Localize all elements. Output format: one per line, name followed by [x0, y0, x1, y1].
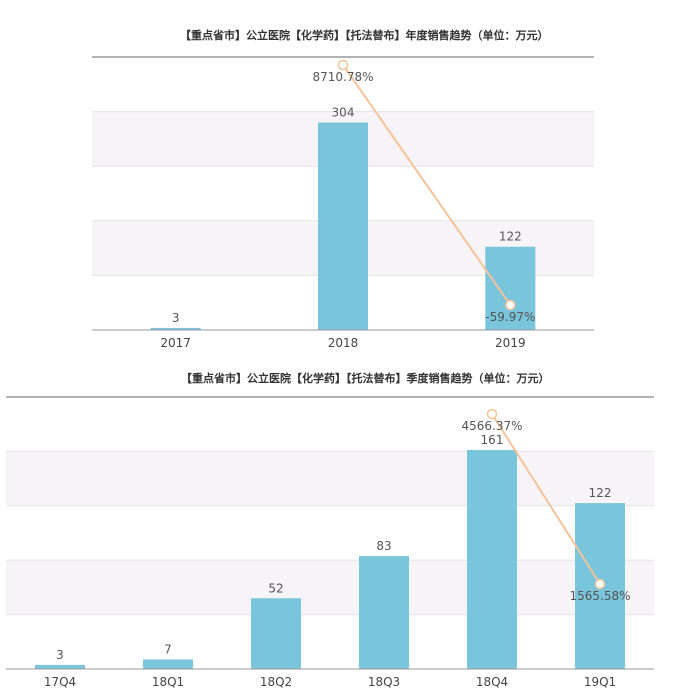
chart2-value-label-18Q2: 52 [268, 581, 283, 595]
chart1-growth-label-2019: -59.97% [485, 310, 535, 324]
chart2-bar-18Q4 [467, 450, 517, 669]
chart2-category-label-18Q2: 18Q2 [260, 675, 292, 689]
chart2-bar-18Q1 [143, 659, 193, 669]
chart2-growth-label-19Q1: 1565.58% [569, 589, 630, 603]
chart2-category-label-18Q4: 18Q4 [476, 675, 508, 689]
chart2-bar-18Q3 [359, 556, 409, 669]
chart2-growth-point-18Q4 [486, 408, 498, 420]
chart2-bar-18Q2 [251, 598, 301, 669]
chart2-category-label-18Q3: 18Q3 [368, 675, 400, 689]
chart2-value-label-18Q1: 7 [164, 642, 172, 656]
chart2-growth-point-19Q1 [594, 578, 606, 590]
chart1-bar-2018 [318, 122, 368, 331]
chart2-value-label-18Q3: 83 [376, 539, 391, 553]
chart1-bar-2019 [485, 246, 536, 330]
chart2-grid-band [6, 560, 654, 615]
chart1-growth-label-2018: 8710.78% [312, 70, 373, 84]
chart1-value-label-2018: 304 [332, 106, 355, 120]
chart1-category-label-2019: 2019 [495, 336, 526, 350]
chart1-growth-point-2019 [505, 299, 516, 311]
chart2-value-label-17Q4: 3 [56, 648, 64, 662]
chart1-growth-line [342, 64, 512, 306]
chart2-value-label-18Q4: 161 [481, 433, 504, 447]
chart2-grid-band [6, 451, 654, 506]
chart2-category-label-19Q1: 19Q1 [584, 675, 616, 689]
chart2-title: 【重点省市】公立医院【化学药】【托法替布】季度销售趋势（单位：万元） [181, 372, 550, 385]
chart2-category-label-18Q1: 18Q1 [152, 675, 184, 689]
chart2-growth-line [491, 413, 601, 585]
chart1-growth-point-2018 [337, 59, 349, 71]
chart1-value-label-2017: 3 [172, 311, 180, 325]
chart1-bar-2017 [150, 327, 201, 330]
chart2-bar-17Q4 [35, 664, 85, 669]
chart1-category-label-2018: 2018 [328, 336, 359, 350]
chart2-growth-label-18Q4: 4566.37% [461, 419, 522, 433]
chart2-category-label-17Q4: 17Q4 [44, 675, 76, 689]
chart1-title: 【重点省市】公立医院【化学药】【托法替布】年度销售趋势（单位：万元） [180, 29, 549, 42]
chart2-value-label-19Q1: 122 [589, 486, 612, 500]
chart1-value-label-2019: 122 [499, 230, 522, 244]
chart1-category-label-2017: 2017 [160, 336, 191, 350]
